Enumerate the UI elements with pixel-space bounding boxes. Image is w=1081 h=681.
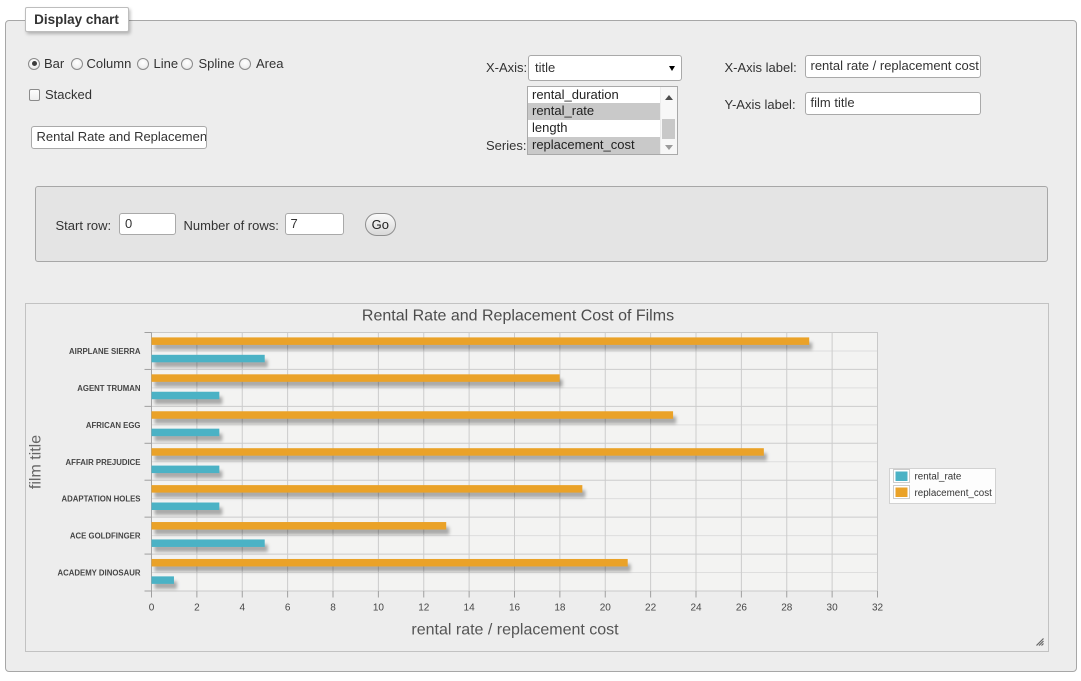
svg-text:ADAPTATION HOLES: ADAPTATION HOLES	[62, 495, 141, 504]
svg-text:rental rate / replacement cost: rental rate / replacement cost	[411, 622, 619, 639]
svg-text:18: 18	[554, 603, 566, 614]
svg-text:AFRICAN EGG: AFRICAN EGG	[86, 421, 141, 430]
svg-text:6: 6	[285, 603, 291, 614]
svg-text:4: 4	[239, 603, 245, 614]
svg-text:28: 28	[781, 603, 793, 614]
svg-text:ACE GOLDFINGER: ACE GOLDFINGER	[70, 532, 141, 541]
svg-text:30: 30	[827, 603, 839, 614]
svg-text:ACADEMY DINOSAUR: ACADEMY DINOSAUR	[57, 569, 140, 578]
svg-text:16: 16	[509, 603, 521, 614]
svg-text:rental_rate: rental_rate	[915, 472, 962, 483]
svg-text:Rental Rate and Replacement Co: Rental Rate and Replacement Cost of Film…	[362, 308, 674, 325]
svg-text:AIRPLANE SIERRA: AIRPLANE SIERRA	[69, 347, 141, 356]
svg-text:20: 20	[600, 603, 612, 614]
svg-text:22: 22	[645, 603, 657, 614]
svg-text:32: 32	[872, 603, 884, 614]
svg-text:AFFAIR PREJUDICE: AFFAIR PREJUDICE	[66, 458, 141, 467]
svg-text:12: 12	[418, 603, 430, 614]
svg-text:14: 14	[464, 603, 476, 614]
svg-text:26: 26	[736, 603, 748, 614]
svg-text:AGENT TRUMAN: AGENT TRUMAN	[77, 384, 141, 393]
svg-text:24: 24	[690, 603, 702, 614]
svg-text:10: 10	[373, 603, 385, 614]
svg-text:0: 0	[149, 603, 155, 614]
svg-text:2: 2	[194, 603, 200, 614]
svg-text:8: 8	[330, 603, 336, 614]
svg-text:film title: film title	[28, 435, 45, 489]
svg-text:replacement_cost: replacement_cost	[915, 488, 993, 499]
